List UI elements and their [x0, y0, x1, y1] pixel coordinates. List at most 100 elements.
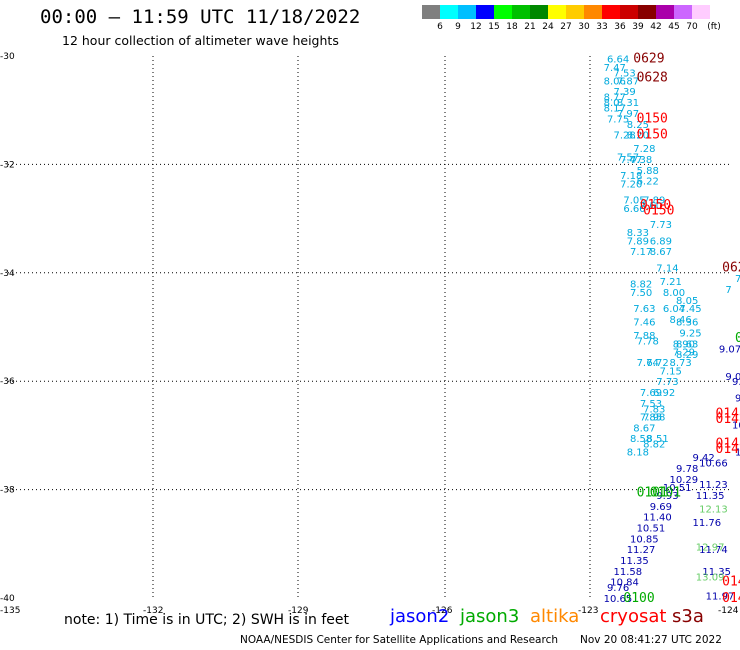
- swh-point-cyan: 7.85: [640, 412, 662, 423]
- swh-point-cyan: 8.90: [673, 339, 695, 350]
- y-tick-label: -32: [0, 160, 15, 170]
- legend-label: 21: [524, 22, 536, 32]
- swh-point-cyan: 7: [735, 274, 740, 285]
- swh-point-cyan: 8.58: [630, 434, 652, 445]
- swh-point-jason2: 11.35: [696, 491, 725, 502]
- swh-point-cyan: 7.39: [614, 87, 636, 98]
- swh-point-s3a: 0628: [637, 71, 668, 86]
- legend-label: 24: [542, 22, 554, 32]
- legend-label: 27: [560, 22, 572, 32]
- swh-point-jason2: 11.97: [706, 591, 735, 602]
- swh-point-cyan: 8.25: [627, 120, 649, 131]
- swh-point-cryosat: 0148: [716, 407, 740, 422]
- swh-point-jason2: 11.23: [699, 480, 728, 491]
- x-tick-label: -129: [288, 606, 309, 616]
- footer-time: Nov 20 08:41:27 UTC 2022: [580, 634, 722, 646]
- swh-point-cyan: 7.83: [643, 404, 665, 415]
- swh-point-cyan: 8.36: [676, 318, 698, 329]
- swh-point-jason2: 10.85: [630, 534, 659, 545]
- swh-point-cyan: 7.21: [660, 277, 682, 288]
- swh-point-jason3: 0101: [650, 485, 681, 500]
- swh-point-cyan: 7.45: [679, 304, 701, 315]
- legend-swatch: [656, 5, 674, 19]
- legend-swatch: [602, 5, 620, 19]
- swh-point-cyan: 7.28: [633, 144, 655, 155]
- swh-point-cyan: 7.69: [640, 388, 662, 399]
- swh-point-cyan: 7.89: [627, 236, 649, 247]
- legend-swatch: [458, 5, 476, 19]
- swh-point-jason3: 0101: [637, 485, 668, 500]
- swh-point-cyan: 6.04: [663, 304, 685, 315]
- swh-point-cyan: 6.64: [607, 55, 629, 66]
- swh-point-cyan: 6.89: [650, 236, 672, 247]
- y-tick-label: -38: [0, 486, 15, 496]
- swh-point-cyan: 8.63: [676, 339, 698, 350]
- swh-point-cyan: 8.67: [633, 423, 655, 434]
- swh-point-cyan: 8.17: [604, 103, 626, 114]
- swh-point-cyan: 7.78: [637, 337, 659, 348]
- swh-point-jason2: 9.33: [732, 377, 740, 388]
- swh-point-cyan: 6.22: [637, 177, 659, 188]
- y-tick-label: -36: [0, 377, 15, 387]
- legend-label: 18: [506, 22, 518, 32]
- legend-label: 33: [596, 22, 608, 32]
- swh-point-cyan: 8.33: [627, 228, 649, 239]
- swh-point-cyan: 8.0: [604, 98, 620, 109]
- swh-point-cyan: 8.29: [676, 350, 698, 361]
- swh-point-jason3: 0: [735, 331, 740, 346]
- swh-point-cyan: 5.88: [637, 166, 659, 177]
- swh-point-cyan: 7.88: [633, 331, 655, 342]
- swh-point-cyan: 7.17: [630, 247, 652, 258]
- swh-point-cryosat: 014: [722, 575, 740, 590]
- x-tick-label: -123: [578, 606, 598, 616]
- swh-point-cyan: 7.75: [607, 114, 629, 125]
- swh-point-jason2: 11.27: [627, 545, 656, 556]
- swh-point-cyan: 7.89: [643, 196, 665, 207]
- swh-point-jason2: 10.65: [604, 594, 633, 605]
- swh-point-cyan: 7.74: [637, 358, 659, 369]
- legend-swatch: [674, 5, 692, 19]
- legend-label: 15: [488, 22, 500, 32]
- page-title: 00:00 – 11:59 UTC 11/18/2022: [40, 6, 361, 28]
- x-tick-label: -135: [0, 606, 20, 616]
- swh-point-cyan: 7.57: [617, 152, 639, 163]
- legend-swatch: [548, 5, 566, 19]
- legend-swatch: [422, 5, 440, 19]
- swh-point-jason2: 9.02: [725, 372, 740, 383]
- legend-swatch: [620, 5, 638, 19]
- legend-label: 42: [650, 22, 662, 32]
- swh-point-jason2: 10.51: [637, 524, 666, 535]
- swh-point-jason2: 11.76: [693, 518, 722, 529]
- swh-point-jason2: 11.74: [699, 545, 728, 556]
- y-tick-label: -40: [0, 594, 15, 604]
- swh-point-cyan: 7.97: [617, 109, 639, 120]
- swh-point-s3a: 0629: [633, 52, 664, 67]
- swh-point-jason2: 11.58: [614, 567, 643, 578]
- swh-point-cryosat: 0148: [716, 442, 740, 457]
- swh-point-cyan: 7.87: [617, 76, 639, 87]
- swh-point-cyan: 7.05: [623, 196, 645, 207]
- swh-point-jason3: 0100: [623, 591, 654, 606]
- x-tick-label: -132: [143, 606, 163, 616]
- swh-point-cyan: 8.20: [627, 131, 649, 142]
- swh-point-jason3-light: 13.09: [696, 572, 725, 583]
- swh-point-cryosat: 014: [722, 591, 740, 606]
- swh-point-jason2: 11.40: [643, 513, 672, 524]
- swh-point-cyan: 7.46: [633, 318, 655, 329]
- swh-point-cyan: 6.60: [623, 204, 645, 215]
- swh-point-cyan: 6.92: [653, 388, 675, 399]
- swh-point-cyan: 8.06: [604, 76, 626, 87]
- swh-point-cyan: 7.14: [656, 263, 678, 274]
- swh-point-jason2: 9.69: [650, 502, 672, 513]
- swh-point-cyan: 2.60: [640, 201, 662, 212]
- swh-point-cyan: 7.53: [640, 399, 662, 410]
- legend-label: 70: [686, 22, 698, 32]
- legend-label: 45: [668, 22, 680, 32]
- swh-point-cyan: 7.47: [604, 63, 626, 74]
- swh-point-cyan: 8.46: [669, 315, 691, 326]
- swh-point-cyan: 8.82: [630, 280, 652, 291]
- x-tick-label: -126: [432, 606, 453, 616]
- legend-swatch: [692, 5, 710, 19]
- swh-point-jason2: 9.42: [693, 453, 715, 464]
- legend-swatch: [512, 5, 530, 19]
